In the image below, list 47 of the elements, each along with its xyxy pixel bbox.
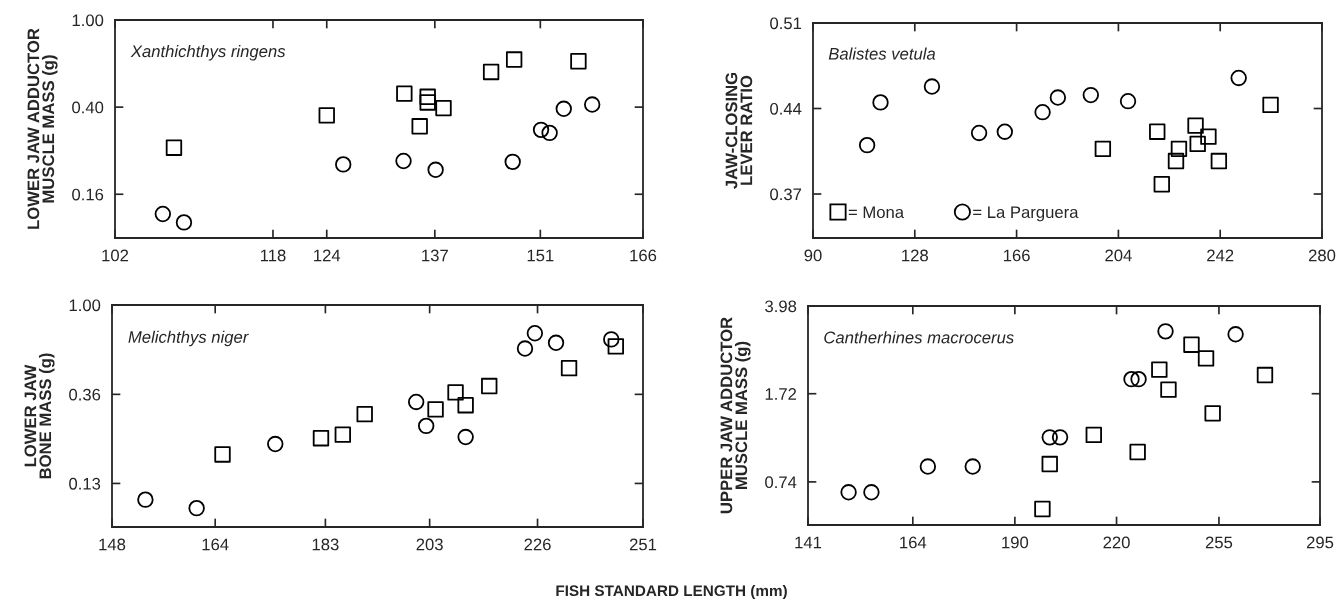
annotation: Balistes vetula <box>828 47 936 60</box>
x-tick-label: 280 <box>1308 249 1336 262</box>
y-tick-label: 1.72 <box>765 388 797 400</box>
x-tick-label: 90 <box>804 249 822 262</box>
x-tick-label: 137 <box>422 249 448 262</box>
x-tick-label: 151 <box>527 249 554 262</box>
y-axis-title: LOWER JAW ADDUCTOR MUSCLE MASS (g) <box>27 28 58 229</box>
y-axis-title: UPPER JAW ADDUCTOR MUSCLE MASS (g) <box>720 317 751 514</box>
y-tick-label: 1.00 <box>72 14 104 27</box>
x-tick-label: 242 <box>1207 249 1234 262</box>
y-tick-label: 0.36 <box>69 388 101 401</box>
y-tick-label: 0.44 <box>770 102 802 115</box>
y-axis-title: JAW-CLOSING LEVER RATIO <box>725 72 753 189</box>
x-tick-label: 220 <box>1103 536 1130 549</box>
y-tick-label: 1.00 <box>69 299 101 312</box>
y-tick-label: 0.40 <box>72 101 104 114</box>
y-axis-title: LOWER JAW BONE MASS (g) <box>24 353 55 479</box>
x-tick-label: 183 <box>312 538 339 551</box>
annotation: Xanthichthys ringens <box>130 44 286 61</box>
y-tick-label: 0.74 <box>765 476 797 489</box>
y-tick-label: 0.16 <box>72 188 104 201</box>
y-tick-label: 0.37 <box>770 188 802 201</box>
x-tick-label: 255 <box>1205 536 1233 549</box>
x-tick-label: 226 <box>524 538 551 551</box>
x-tick-label: 204 <box>1105 249 1132 262</box>
x-tick-label: 164 <box>900 536 927 549</box>
legend-label: = Mona <box>848 206 905 219</box>
x-tick-label: 164 <box>202 538 229 551</box>
x-tick-label: 118 <box>260 249 286 262</box>
x-tick-label: 141 <box>795 536 822 549</box>
x-tick-label: 190 <box>1002 536 1029 549</box>
annotation: Cantherhines macrocerus <box>824 331 1014 344</box>
x-tick-label: 102 <box>102 249 129 262</box>
x-tick-label: 166 <box>1003 249 1030 262</box>
y-tick-label: 0.51 <box>770 17 802 30</box>
y-tick-label: 3.98 <box>765 300 797 313</box>
x-tick-label: 124 <box>314 249 341 262</box>
annotation: Melichthys niger <box>128 330 249 347</box>
x-axis-title: FISH STANDARD LENGTH (mm) <box>556 584 787 600</box>
x-tick-label: 295 <box>1306 536 1334 549</box>
x-tick-label: 128 <box>902 249 928 262</box>
x-tick-label: 148 <box>99 538 126 551</box>
x-tick-label: 251 <box>629 538 657 551</box>
y-tick-label: 0.13 <box>69 477 101 490</box>
legend-label: = La Parguera <box>973 206 1079 222</box>
x-tick-label: 203 <box>416 538 443 551</box>
x-tick-label: 166 <box>630 249 657 262</box>
